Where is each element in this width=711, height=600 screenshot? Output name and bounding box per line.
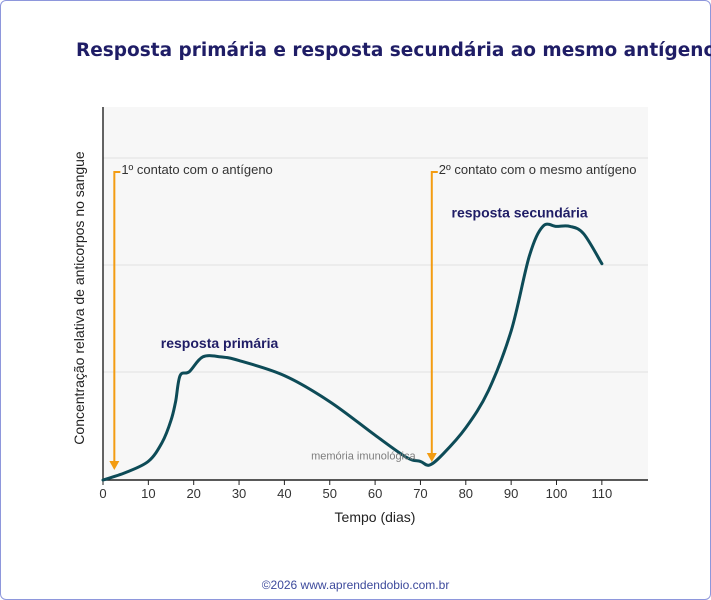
x-axis-title: Tempo (dias) xyxy=(335,509,416,525)
plot-background xyxy=(103,107,648,480)
x-tick-label: 80 xyxy=(459,486,473,501)
x-tick-label: 40 xyxy=(277,486,291,501)
x-ticks: 0 10 20 30 40 50 60 70 80 90 100 110 xyxy=(99,480,612,501)
contact-arrow: 2º contato com o mesmo antígeno xyxy=(426,162,637,462)
credit-text: ©2026 www.aprendendobio.com.br xyxy=(261,578,450,592)
contact-label: 2º contato com o mesmo antígeno xyxy=(439,162,637,177)
y-axis-title: Concentração relativa de anticorpos no s… xyxy=(71,151,87,445)
response-label: resposta secundária xyxy=(452,204,588,220)
grid-lines xyxy=(103,157,648,373)
chart-title: Resposta primária e resposta secundária … xyxy=(76,40,711,61)
arrowhead-icon xyxy=(109,461,120,470)
x-tick-label: 90 xyxy=(504,486,518,501)
memory-label: memória imunológica xyxy=(311,451,416,463)
arrow-line xyxy=(430,171,438,454)
contact-arrow: 1º contato com o antígeno xyxy=(109,162,273,470)
annotations: 1º contato com o antígeno 2º contato com … xyxy=(109,162,636,470)
x-tick-label: 20 xyxy=(186,486,200,501)
arrowhead-icon xyxy=(426,453,437,462)
x-tick-label: 0 xyxy=(99,486,106,501)
x-tick-label: 30 xyxy=(232,486,246,501)
x-tick-label: 50 xyxy=(323,486,337,501)
x-tick-label: 10 xyxy=(141,486,155,501)
x-tick-label: 100 xyxy=(546,486,568,501)
antibody-curve xyxy=(101,222,604,482)
x-tick-label: 110 xyxy=(591,486,612,501)
arrow-line xyxy=(113,171,121,462)
response-label: resposta primária xyxy=(161,335,279,351)
x-tick-label: 60 xyxy=(368,486,382,501)
contact-label: 1º contato com o antígeno xyxy=(121,162,272,177)
x-tick-label: 70 xyxy=(413,486,427,501)
